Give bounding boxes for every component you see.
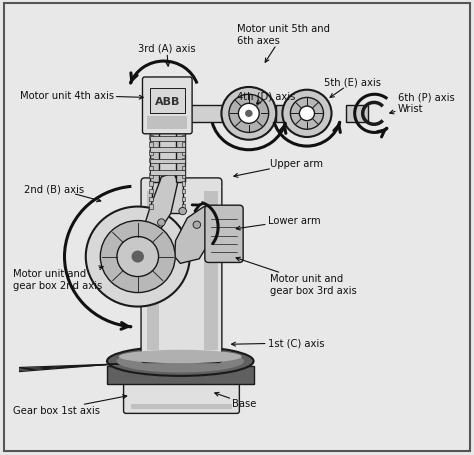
Bar (182, 197, 185, 202)
Bar (182, 158, 185, 163)
Bar (182, 189, 185, 194)
Bar (149, 151, 153, 155)
Bar (182, 151, 185, 155)
Text: Motor unit and
gear box 3rd axis: Motor unit and gear box 3rd axis (236, 258, 357, 295)
Bar (131, 404, 232, 409)
Bar (346, 106, 368, 122)
Bar (182, 182, 185, 186)
FancyBboxPatch shape (141, 178, 222, 363)
Bar (150, 171, 185, 175)
Text: 2nd (B) axis: 2nd (B) axis (24, 184, 101, 202)
Text: 1st (C) axis: 1st (C) axis (232, 338, 324, 348)
Text: 6th (P) axis
Wrist: 6th (P) axis Wrist (390, 92, 455, 115)
Bar (150, 159, 185, 164)
Bar (147, 116, 187, 130)
Circle shape (229, 95, 269, 133)
Text: ABB: ABB (155, 97, 180, 107)
Circle shape (100, 221, 175, 293)
Circle shape (86, 207, 190, 307)
Text: Upper arm: Upper arm (234, 159, 323, 178)
Bar (182, 166, 185, 171)
Bar (182, 174, 185, 178)
Text: Motor unit 5th and
6th axes: Motor unit 5th and 6th axes (237, 24, 330, 63)
Text: Motor unit 4th axis: Motor unit 4th axis (19, 91, 143, 101)
Circle shape (283, 91, 331, 138)
Bar (149, 182, 153, 186)
Bar (147, 191, 159, 350)
Polygon shape (174, 207, 218, 264)
Text: Lower arm: Lower arm (236, 216, 320, 231)
Bar (182, 136, 185, 140)
Bar (150, 148, 185, 153)
Bar (182, 143, 185, 148)
Bar (149, 166, 153, 171)
FancyBboxPatch shape (143, 78, 192, 135)
Bar (149, 158, 153, 163)
Bar (107, 366, 254, 384)
Circle shape (245, 111, 253, 118)
Bar (149, 205, 153, 209)
Bar (150, 137, 185, 142)
Circle shape (193, 222, 201, 229)
Text: Base: Base (215, 393, 256, 409)
Bar (149, 189, 153, 194)
Bar (182, 205, 185, 209)
Bar (150, 89, 185, 114)
Circle shape (117, 237, 158, 277)
Text: 3rd (A) axis: 3rd (A) axis (138, 43, 195, 67)
Circle shape (157, 219, 165, 227)
Bar (149, 197, 153, 202)
Circle shape (131, 251, 144, 263)
Circle shape (179, 208, 186, 215)
Bar (204, 191, 218, 350)
Bar (175, 130, 185, 182)
Bar (149, 136, 153, 140)
Polygon shape (143, 173, 178, 242)
Circle shape (238, 104, 259, 124)
Text: 5th (E) axis: 5th (E) axis (324, 77, 382, 98)
Circle shape (221, 88, 276, 141)
Text: Gear box 1st axis: Gear box 1st axis (12, 395, 127, 415)
Ellipse shape (119, 350, 242, 364)
Bar (190, 106, 246, 123)
Bar (149, 143, 153, 148)
Circle shape (300, 107, 315, 121)
Text: 4th (D) axis: 4th (D) axis (237, 91, 295, 105)
FancyBboxPatch shape (205, 206, 243, 263)
Bar (152, 130, 182, 214)
Bar (150, 130, 159, 182)
Circle shape (291, 98, 323, 130)
Bar (149, 174, 153, 178)
Bar (276, 106, 307, 122)
Ellipse shape (117, 350, 244, 373)
Ellipse shape (107, 347, 254, 376)
FancyBboxPatch shape (124, 382, 239, 414)
Text: Motor unit and
gear box 2nd axis: Motor unit and gear box 2nd axis (12, 266, 103, 290)
